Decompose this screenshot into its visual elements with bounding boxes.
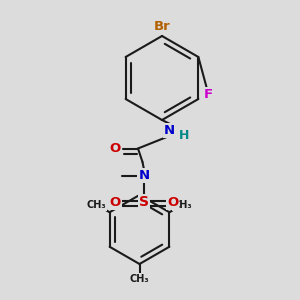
Text: N: N xyxy=(138,169,150,182)
Text: S: S xyxy=(139,196,149,209)
Text: CH₃: CH₃ xyxy=(130,274,149,284)
Text: Br: Br xyxy=(154,20,170,34)
Text: H: H xyxy=(179,129,190,142)
Text: N: N xyxy=(164,124,175,137)
Text: CH₃: CH₃ xyxy=(87,200,106,210)
Text: O: O xyxy=(110,196,121,209)
Text: F: F xyxy=(204,88,213,101)
Text: O: O xyxy=(110,142,121,155)
Text: O: O xyxy=(167,196,178,209)
Text: CH₃: CH₃ xyxy=(172,200,192,210)
